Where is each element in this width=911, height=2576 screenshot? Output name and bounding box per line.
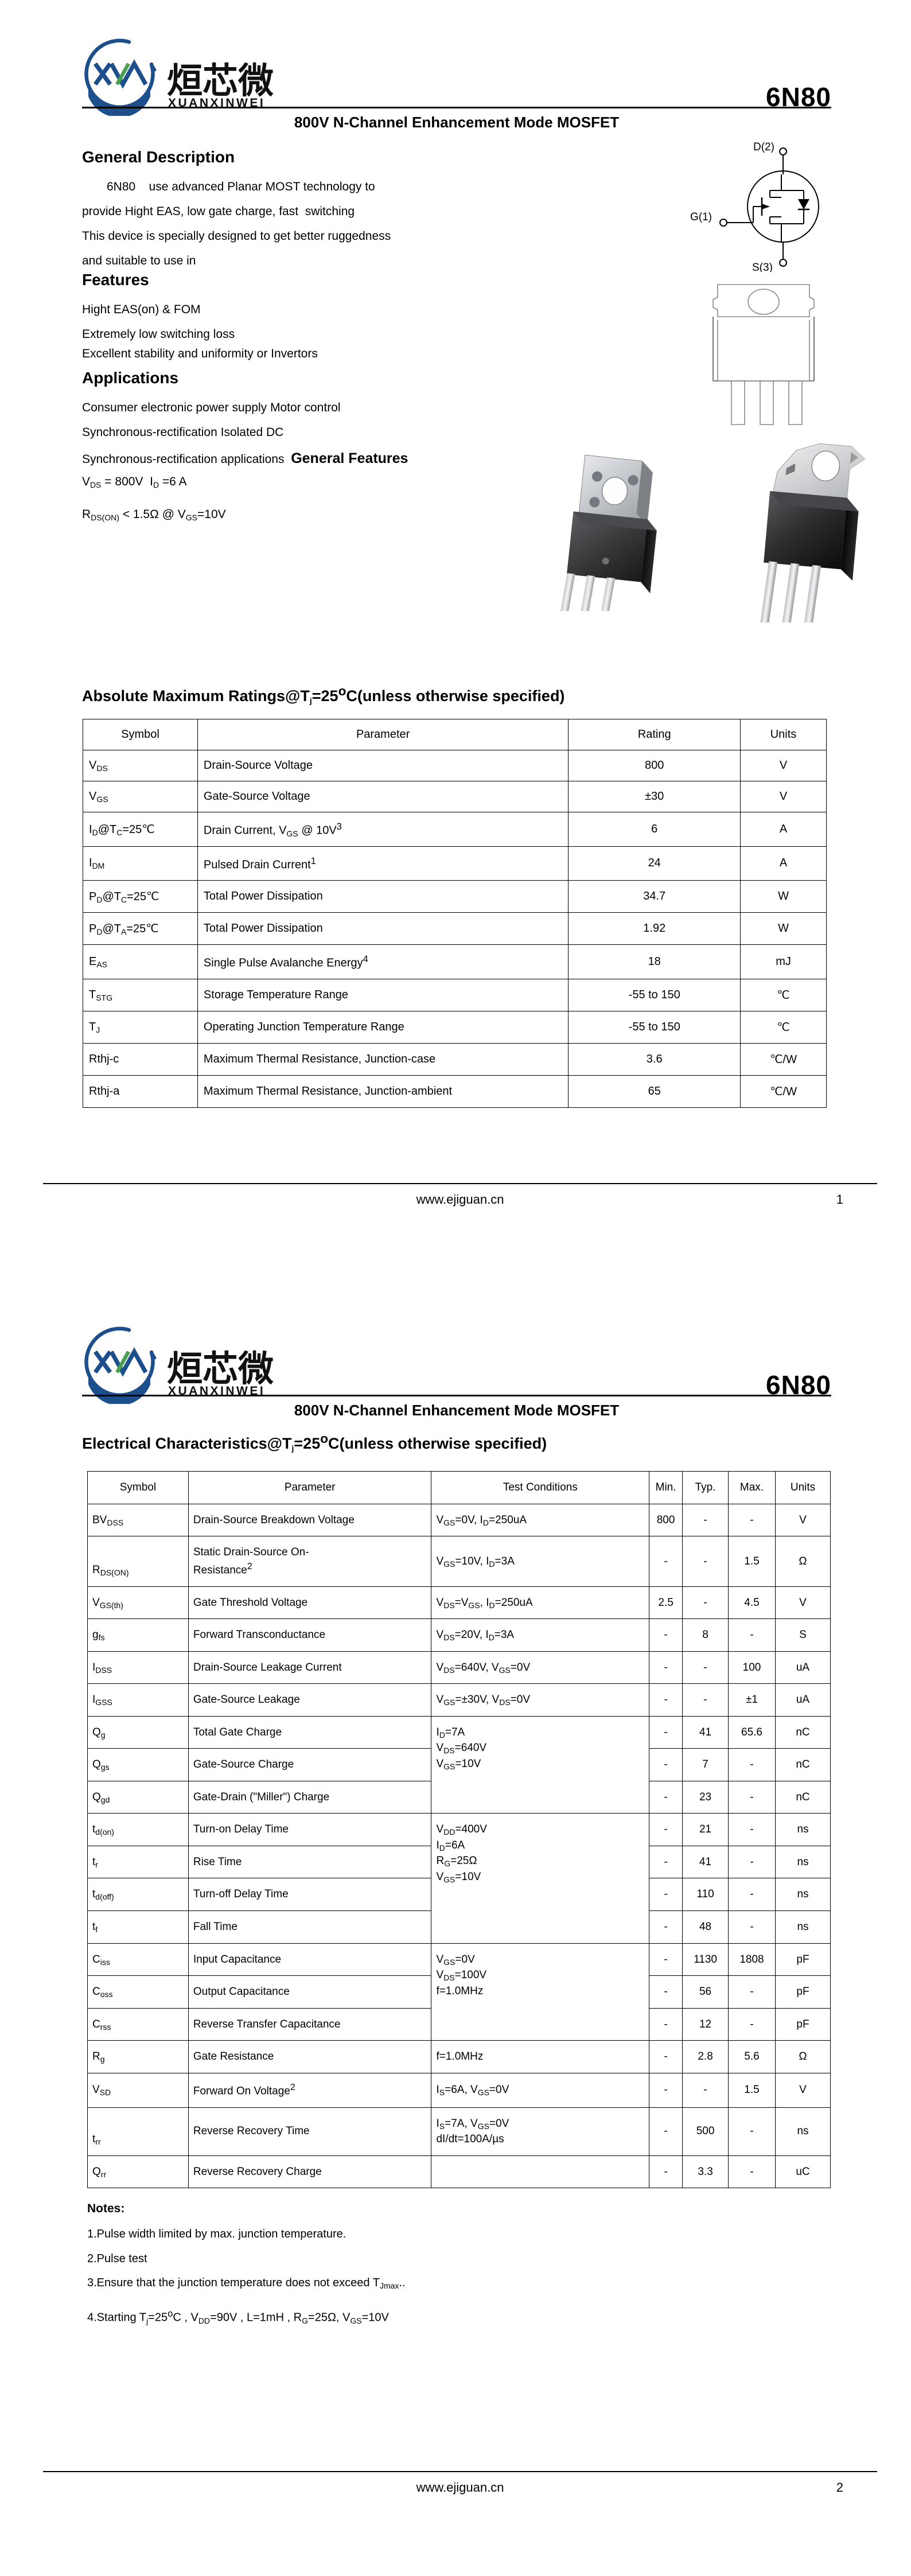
svg-text:S(3): S(3): [752, 262, 773, 272]
svg-text:烜芯微: 烜芯微: [167, 61, 274, 101]
svg-text:G(1): G(1): [690, 211, 712, 223]
svg-text:烜芯微: 烜芯微: [167, 1349, 274, 1389]
svg-text:D(2): D(2): [753, 141, 774, 153]
